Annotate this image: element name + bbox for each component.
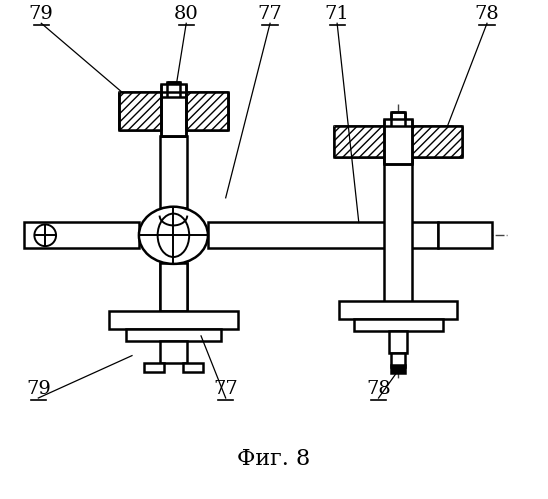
Text: 80: 80 bbox=[174, 5, 198, 23]
Text: 71: 71 bbox=[325, 5, 350, 23]
Bar bbox=[159, 263, 187, 311]
Bar bbox=[385, 136, 412, 321]
Bar bbox=[412, 126, 463, 157]
Text: 79: 79 bbox=[29, 5, 54, 23]
Text: 78: 78 bbox=[366, 380, 391, 398]
Bar bbox=[334, 126, 385, 157]
Text: 77: 77 bbox=[258, 5, 282, 23]
Bar bbox=[144, 362, 163, 372]
Bar bbox=[334, 126, 385, 157]
Bar bbox=[159, 263, 187, 321]
Bar bbox=[390, 331, 407, 353]
Bar bbox=[391, 353, 405, 367]
Bar bbox=[161, 84, 186, 136]
Bar bbox=[438, 223, 492, 248]
Text: 78: 78 bbox=[475, 5, 499, 23]
Ellipse shape bbox=[139, 207, 208, 264]
Bar bbox=[208, 223, 438, 248]
Bar bbox=[159, 341, 187, 362]
Bar bbox=[385, 119, 412, 164]
Bar bbox=[391, 112, 405, 130]
Bar bbox=[183, 362, 203, 372]
Bar bbox=[119, 92, 161, 130]
Bar bbox=[167, 82, 180, 97]
Bar bbox=[24, 223, 139, 248]
Bar bbox=[339, 301, 458, 319]
Text: 79: 79 bbox=[26, 380, 51, 398]
Bar bbox=[109, 311, 237, 329]
Text: 77: 77 bbox=[213, 380, 238, 398]
Bar bbox=[186, 92, 227, 130]
Text: Фиг. 8: Фиг. 8 bbox=[237, 448, 311, 470]
Bar bbox=[159, 136, 187, 208]
Bar bbox=[391, 365, 405, 373]
Bar bbox=[412, 126, 463, 157]
Bar bbox=[119, 92, 161, 130]
Bar bbox=[186, 92, 227, 130]
Bar bbox=[354, 319, 443, 331]
Circle shape bbox=[35, 225, 56, 246]
Bar bbox=[126, 329, 221, 341]
